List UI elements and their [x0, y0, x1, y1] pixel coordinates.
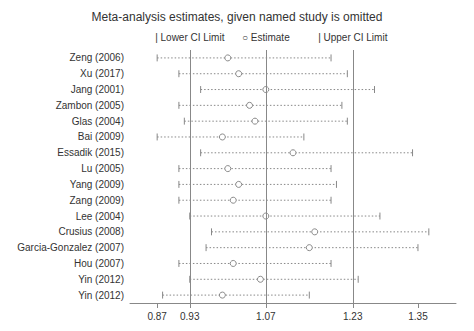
svg-text:| Upper CI Limit: | Upper CI Limit	[318, 32, 388, 43]
svg-text:Yin (2012): Yin (2012)	[78, 290, 124, 301]
svg-text:1.23: 1.23	[343, 311, 363, 322]
svg-text:| Lower CI Limit: | Lower CI Limit	[155, 32, 225, 43]
svg-text:Zeng (2006): Zeng (2006)	[70, 52, 124, 63]
svg-text:Yin (2012): Yin (2012)	[78, 274, 124, 285]
svg-text:○ Estimate: ○ Estimate	[242, 32, 290, 43]
svg-text:0.87: 0.87	[147, 311, 167, 322]
svg-text:0.93: 0.93	[180, 311, 200, 322]
svg-text:Meta-analysis estimates, given: Meta-analysis estimates, given named stu…	[92, 10, 383, 24]
svg-text:Zambon (2005): Zambon (2005)	[56, 100, 124, 111]
svg-text:1.35: 1.35	[408, 311, 428, 322]
svg-text:Lu (2005): Lu (2005)	[81, 163, 124, 174]
svg-text:1.07: 1.07	[256, 311, 276, 322]
svg-text:Garcia-Gonzalez (2007): Garcia-Gonzalez (2007)	[17, 242, 124, 253]
svg-text:Yang (2009): Yang (2009)	[70, 179, 124, 190]
svg-text:Hou (2007): Hou (2007)	[74, 258, 124, 269]
svg-text:Glas (2004): Glas (2004)	[72, 116, 124, 127]
svg-text:Zang (2009): Zang (2009)	[70, 195, 124, 206]
svg-text:Essadik (2015): Essadik (2015)	[57, 147, 124, 158]
svg-text:Lee (2004): Lee (2004)	[76, 211, 124, 222]
svg-text:Jang (2001): Jang (2001)	[71, 84, 124, 95]
svg-text:Bai (2009): Bai (2009)	[78, 131, 124, 142]
svg-text:Crusius (2008): Crusius (2008)	[58, 226, 124, 237]
svg-text:Xu (2017): Xu (2017)	[80, 68, 124, 79]
